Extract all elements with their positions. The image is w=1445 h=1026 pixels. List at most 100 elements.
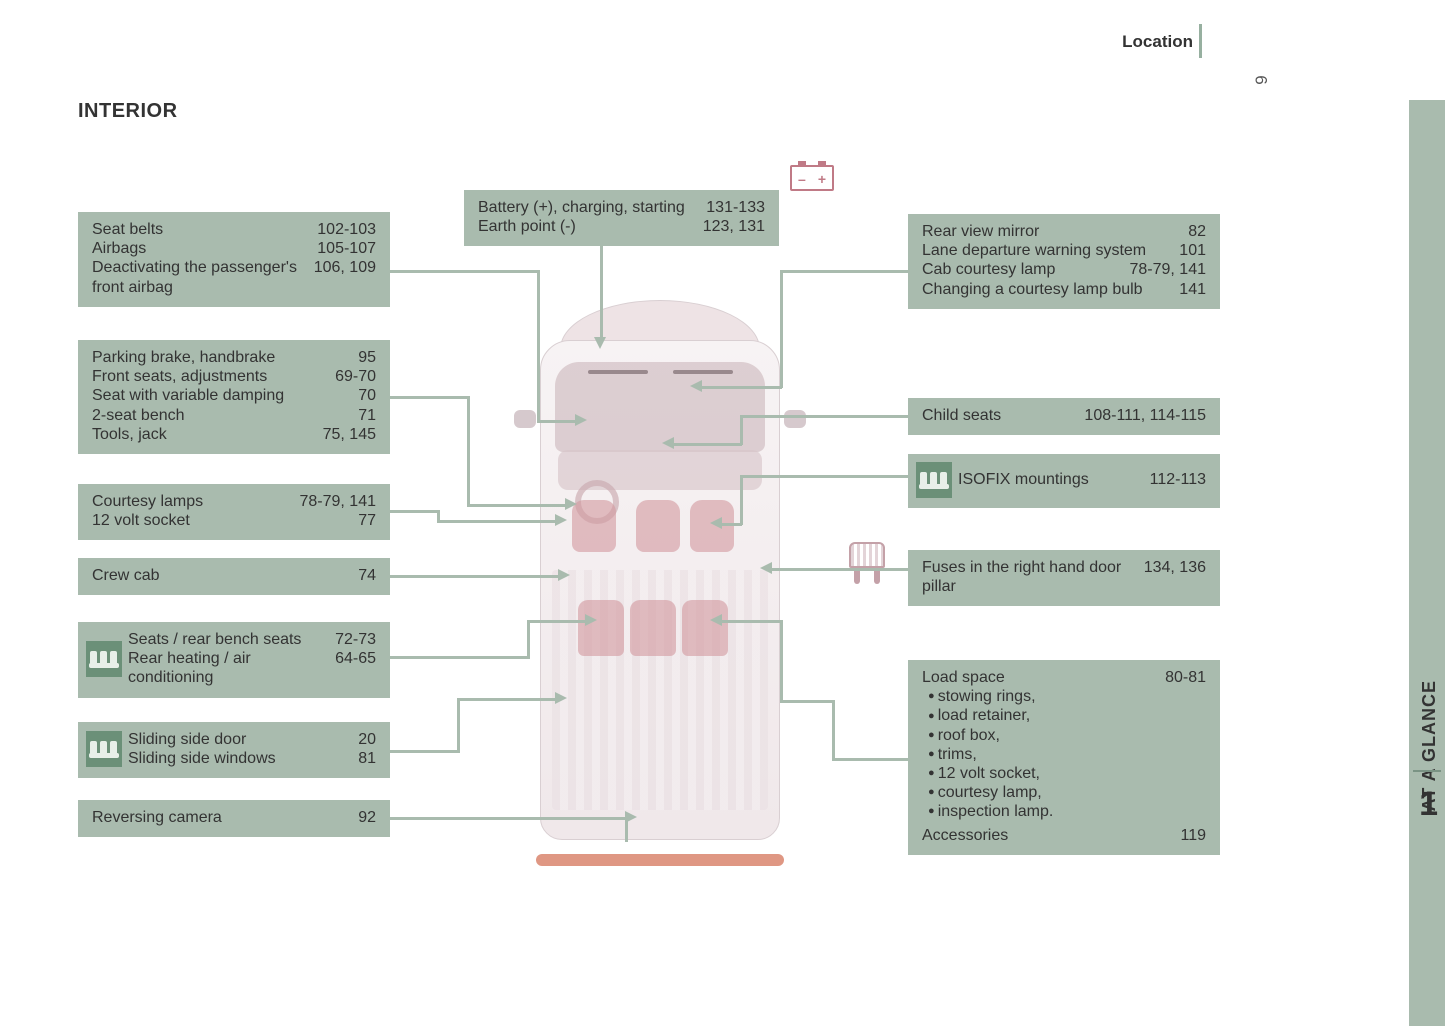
connector <box>740 475 910 478</box>
arrow-icon <box>575 414 587 426</box>
header-rule <box>1199 24 1202 58</box>
pages: 141 <box>1171 280 1206 299</box>
label: Tools, jack <box>92 425 315 444</box>
arrow-icon <box>585 614 597 626</box>
pages: 82 <box>1180 222 1206 241</box>
connector <box>770 568 910 571</box>
connector <box>437 520 557 523</box>
bullet: courtesy lamp, <box>928 783 1206 802</box>
arrow-icon <box>565 498 577 510</box>
fuse-icon <box>849 542 885 586</box>
arrow-icon <box>594 337 606 349</box>
pages: 75, 145 <box>315 425 376 444</box>
label: Accessories <box>922 826 1172 845</box>
label: Earth point (-) <box>478 217 695 236</box>
pages: 74 <box>350 566 376 585</box>
connector <box>832 758 910 761</box>
pages: 92 <box>350 808 376 827</box>
side-tab-section-number: 1 <box>1419 785 1438 824</box>
side-tab <box>1409 100 1445 1026</box>
bullet: stowing rings, <box>928 687 1206 706</box>
connector <box>390 817 628 820</box>
label: Parking brake, handbrake <box>92 348 350 367</box>
label: Rear heating / air conditioning <box>128 649 327 687</box>
box-rear-seats-climate: Seats / rear bench seats72-73 Rear heati… <box>78 622 390 698</box>
pages: 102-103 <box>309 220 376 239</box>
page-number: 6 <box>1250 75 1270 84</box>
pages: 80-81 <box>1157 668 1206 687</box>
bullet: load retainer, <box>928 706 1206 725</box>
pages: 123, 131 <box>695 217 765 236</box>
box-seatbelts-airbags: Seat belts102-103 Airbags105-107 Deactiv… <box>78 212 390 307</box>
connector <box>832 700 835 760</box>
label: Load space <box>922 668 1157 687</box>
pages: 108-111, 114-115 <box>1076 406 1206 425</box>
box-isofix: ISOFIX mountings112-113 <box>908 454 1220 508</box>
pages: 101 <box>1171 241 1206 260</box>
connector <box>740 415 743 445</box>
connector <box>780 270 783 388</box>
connector <box>457 698 557 701</box>
connector <box>390 575 560 578</box>
arrow-icon <box>760 562 772 574</box>
pages: 112-113 <box>1142 470 1206 489</box>
connector <box>457 698 460 752</box>
battery-plus: + <box>818 171 826 187</box>
page-title: INTERIOR <box>78 100 178 123</box>
seats-icon <box>86 731 122 767</box>
label: Fuses in the right hand door pillar <box>922 558 1136 596</box>
box-child-seats: Child seats108-111, 114-115 <box>908 398 1220 435</box>
pages: 78-79, 141 <box>1121 260 1206 279</box>
label: Seats / rear bench seats <box>128 630 327 649</box>
manual-page: Location 6 INTERIOR AT A GLANCE 1 – + Ba… <box>0 0 1445 1026</box>
label: Front seats, adjustments <box>92 367 327 386</box>
bullet: 12 volt socket, <box>928 764 1206 783</box>
label: 2-seat bench <box>92 406 350 425</box>
connector <box>780 270 908 273</box>
connector <box>527 620 587 623</box>
box-reversing-camera: Reversing camera92 <box>78 800 390 837</box>
label: Airbags <box>92 239 309 258</box>
connector <box>700 386 782 389</box>
pages: 131-133 <box>698 198 765 217</box>
connector <box>720 620 782 623</box>
box-fuses: Fuses in the right hand door pillar134, … <box>908 550 1220 606</box>
label: Reversing camera <box>92 808 350 827</box>
pages: 70 <box>350 386 376 405</box>
arrow-icon <box>710 614 722 626</box>
header-location: Location <box>1122 32 1193 52</box>
pages: 69-70 <box>327 367 376 386</box>
arrow-icon <box>558 569 570 581</box>
box-load-space: Load space80-81 stowing rings, load reta… <box>908 660 1220 855</box>
connector <box>537 420 577 423</box>
side-tab-divider <box>1413 770 1441 772</box>
connector <box>390 270 540 273</box>
connector <box>527 620 530 658</box>
bullet: inspection lamp. <box>928 802 1206 821</box>
battery-icon: – + <box>790 165 834 191</box>
label: Deactivating the passenger's front airba… <box>92 258 306 296</box>
connector <box>537 270 540 420</box>
connector <box>780 700 835 703</box>
arrow-icon <box>555 692 567 704</box>
pages: 106, 109 <box>306 258 376 296</box>
label: Cab courtesy lamp <box>922 260 1121 279</box>
label: Lane departure warning system <box>922 241 1171 260</box>
pages: 95 <box>350 348 376 367</box>
arrow-icon <box>690 380 702 392</box>
box-crew-cab: Crew cab74 <box>78 558 390 595</box>
connector <box>740 415 910 418</box>
label: ISOFIX mountings <box>958 470 1142 489</box>
connector <box>467 504 567 507</box>
label: Sliding side windows <box>128 749 350 768</box>
connector <box>740 475 743 525</box>
label: Seat belts <box>92 220 309 239</box>
connector <box>720 523 742 526</box>
seats-icon <box>86 641 122 677</box>
connector <box>390 510 440 513</box>
battery-minus: – <box>798 171 806 187</box>
label: Battery (+), charging, starting <box>478 198 698 217</box>
label: Rear view mirror <box>922 222 1180 241</box>
pages: 105-107 <box>309 239 376 258</box>
pages: 77 <box>350 511 376 530</box>
